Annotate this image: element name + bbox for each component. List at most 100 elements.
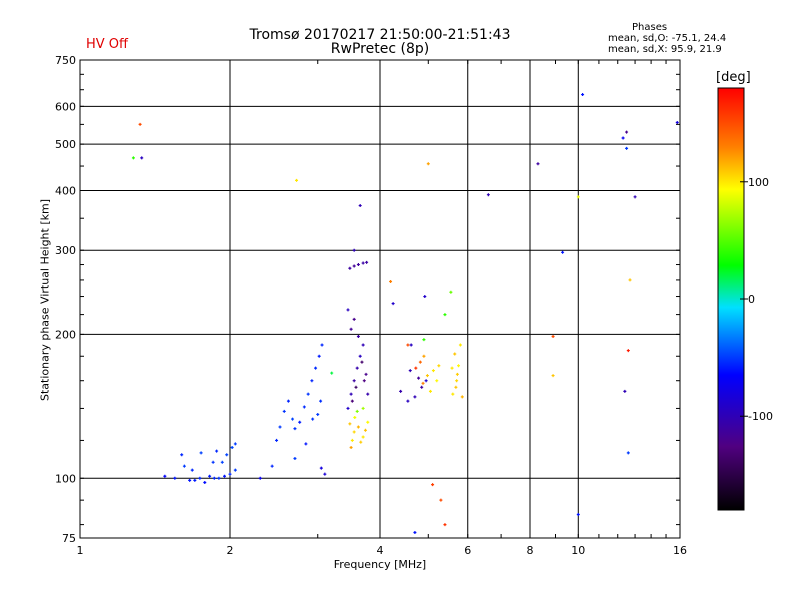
data-point	[458, 343, 462, 347]
y-tick-label: 500	[55, 138, 76, 151]
x-tick-label: 6	[464, 544, 471, 557]
data-point	[576, 195, 580, 199]
data-point	[190, 468, 194, 472]
data-point	[353, 416, 357, 420]
x-axis-label: Frequency [MHz]	[333, 558, 427, 571]
x-tick-label: 1	[77, 544, 84, 557]
data-point	[346, 308, 350, 312]
y-tick-label: 75	[62, 532, 76, 545]
data-point	[366, 420, 370, 424]
data-point	[258, 476, 262, 480]
data-point	[182, 464, 186, 468]
data-point	[349, 392, 353, 396]
data-point	[363, 428, 367, 432]
data-point	[628, 278, 632, 282]
data-point	[316, 412, 320, 416]
data-point	[230, 445, 234, 449]
x-tick-label: 2	[227, 544, 234, 557]
data-point	[352, 379, 356, 383]
data-point	[355, 409, 359, 413]
phase-stats-o: mean, sd,O: -75.1, 24.4	[608, 33, 727, 44]
data-point	[358, 354, 362, 358]
data-point	[352, 317, 356, 321]
data-point	[551, 334, 555, 338]
data-point	[275, 438, 279, 442]
data-point	[173, 476, 177, 480]
data-point	[366, 392, 370, 396]
data-point	[625, 146, 629, 150]
data-point	[233, 442, 237, 446]
colorbar	[717, 87, 745, 511]
data-point	[435, 379, 439, 383]
data-point	[391, 302, 395, 306]
data-point	[180, 453, 184, 457]
data-point	[450, 366, 454, 370]
data-point	[453, 352, 457, 356]
data-point	[421, 381, 425, 385]
data-point	[356, 334, 360, 338]
data-point	[188, 478, 192, 482]
data-point	[451, 392, 455, 396]
data-point	[561, 250, 565, 254]
data-point	[551, 374, 555, 378]
data-point	[311, 417, 315, 421]
colorbar-tick-label: 100	[748, 176, 769, 189]
data-point	[350, 399, 354, 403]
data-point	[460, 395, 464, 399]
data-point	[352, 264, 356, 268]
data-point	[293, 456, 297, 460]
data-point	[352, 248, 356, 252]
data-point	[439, 498, 443, 502]
data-point	[359, 440, 363, 444]
data-point	[413, 531, 417, 535]
data-point	[286, 399, 290, 403]
data-point	[278, 425, 282, 429]
data-point	[625, 130, 629, 134]
data-point	[414, 366, 418, 370]
data-point	[225, 453, 229, 457]
data-point	[536, 162, 540, 166]
data-point	[413, 395, 417, 399]
data-point	[431, 369, 435, 373]
data-point	[323, 472, 327, 476]
data-point	[223, 474, 227, 478]
data-point	[360, 360, 364, 364]
data-point	[428, 389, 432, 393]
data-point	[233, 468, 237, 472]
data-point	[356, 425, 360, 429]
data-point	[358, 204, 362, 208]
data-point	[633, 195, 637, 199]
data-point	[348, 422, 352, 426]
data-point	[304, 442, 308, 446]
data-point	[349, 445, 353, 449]
x-tick-label: 4	[377, 544, 384, 557]
chart-title: Tromsø 20170217 21:50:00-21:51:43	[249, 27, 511, 43]
data-point	[320, 343, 324, 347]
data-point	[346, 406, 350, 410]
data-point	[389, 280, 393, 284]
data-point	[361, 406, 365, 410]
data-point	[418, 360, 422, 364]
data-point	[212, 476, 216, 480]
x-tick-label: 16	[673, 544, 687, 557]
data-points	[131, 93, 679, 535]
data-point	[163, 474, 167, 478]
data-point	[198, 476, 202, 480]
data-point	[310, 379, 314, 383]
data-point	[302, 405, 306, 409]
data-point	[409, 343, 413, 347]
data-point	[138, 122, 142, 126]
grid	[80, 60, 681, 538]
data-point	[425, 374, 429, 378]
data-point	[364, 372, 368, 376]
data-point	[424, 379, 428, 383]
data-point	[422, 338, 426, 342]
data-point	[220, 460, 224, 464]
data-point	[361, 435, 365, 439]
data-point	[140, 156, 144, 160]
data-point	[626, 451, 630, 455]
data-point	[215, 449, 219, 453]
phase-stats-title: Phases	[632, 22, 668, 33]
data-point	[581, 93, 585, 97]
data-point	[443, 313, 447, 317]
